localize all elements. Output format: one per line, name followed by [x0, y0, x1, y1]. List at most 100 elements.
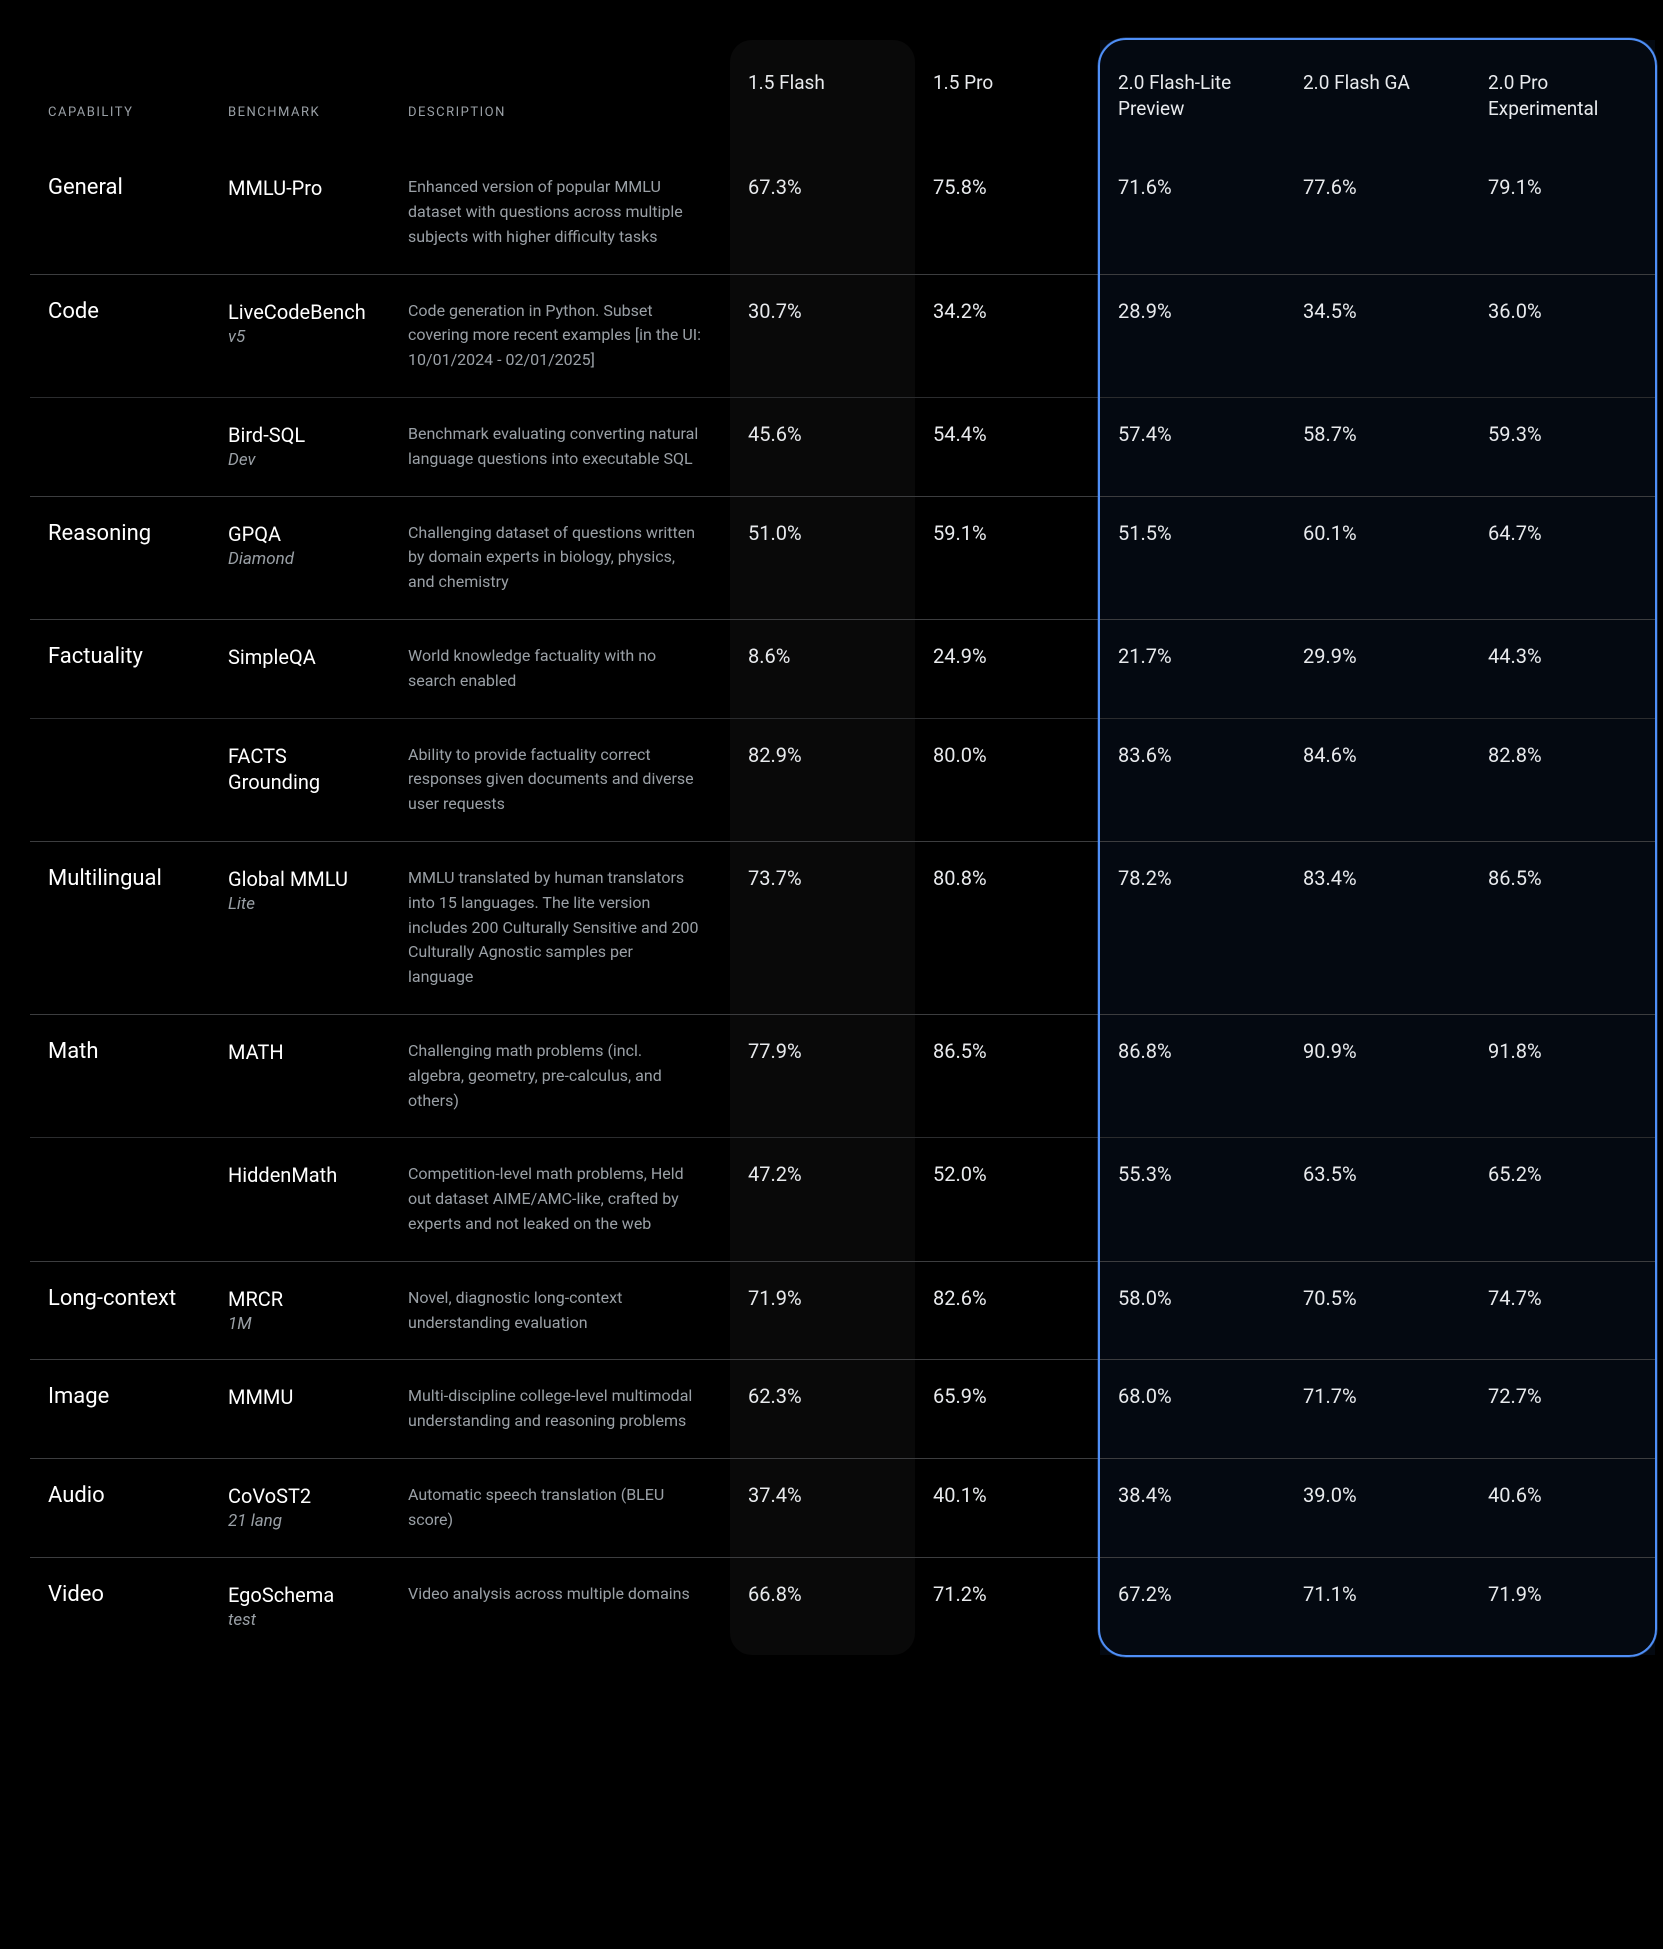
value-cell: 86.5%: [915, 1014, 1100, 1137]
benchmark-sub: v5: [228, 326, 372, 348]
capability-cell: Image: [30, 1359, 210, 1458]
value-cell: 45.6%: [730, 397, 915, 496]
benchmark-name: EgoSchema: [228, 1583, 334, 1607]
description-cell: Competition-level math problems, Held ou…: [390, 1137, 730, 1260]
benchmark-cell: MMLU-Pro: [210, 151, 390, 273]
value-cell: 71.2%: [915, 1557, 1100, 1655]
value-cell: 82.6%: [915, 1261, 1100, 1360]
value-cell: 38.4%: [1100, 1458, 1285, 1557]
value-cell: 82.8%: [1470, 718, 1655, 841]
value-cell: 75.8%: [915, 151, 1100, 273]
benchmark-cell: FACTS Grounding: [210, 718, 390, 841]
table-row: Bird-SQLDevBenchmark evaluating converti…: [30, 397, 1655, 496]
header-capability: CAPABILITY: [30, 40, 210, 151]
value-cell: 59.1%: [915, 496, 1100, 619]
value-cell: 65.2%: [1470, 1137, 1655, 1260]
benchmark-sub: Lite: [228, 893, 372, 915]
header-description: DESCRIPTION: [390, 40, 730, 151]
value-cell: 54.4%: [915, 397, 1100, 496]
value-cell: 58.0%: [1100, 1261, 1285, 1360]
capability-cell: Audio: [30, 1458, 210, 1557]
benchmark-cell: MATH: [210, 1014, 390, 1137]
benchmark-sub: 21 lang: [228, 1510, 372, 1532]
benchmark-cell: MMMU: [210, 1359, 390, 1458]
header-model-1: 1.5 Pro: [915, 40, 1100, 151]
table-row: FactualitySimpleQAWorld knowledge factua…: [30, 619, 1655, 718]
benchmark-name: GPQA: [228, 522, 281, 546]
value-cell: 57.4%: [1100, 397, 1285, 496]
description-cell: Challenging math problems (incl. algebra…: [390, 1014, 730, 1137]
capability-cell: [30, 397, 210, 496]
benchmark-cell: CoVoST221 lang: [210, 1458, 390, 1557]
benchmark-name: MRCR: [228, 1287, 283, 1311]
header-model-4: 2.0 Pro Experimental: [1470, 40, 1655, 151]
value-cell: 82.9%: [730, 718, 915, 841]
value-cell: 34.2%: [915, 274, 1100, 397]
table-row: GeneralMMLU-ProEnhanced version of popul…: [30, 151, 1655, 273]
value-cell: 90.9%: [1285, 1014, 1470, 1137]
value-cell: 83.4%: [1285, 841, 1470, 1014]
value-cell: 80.8%: [915, 841, 1100, 1014]
value-cell: 52.0%: [915, 1137, 1100, 1260]
table-body: GeneralMMLU-ProEnhanced version of popul…: [30, 151, 1655, 1654]
benchmark-name: LiveCodeBench: [228, 300, 366, 324]
value-cell: 40.6%: [1470, 1458, 1655, 1557]
capability-cell: Reasoning: [30, 496, 210, 619]
benchmark-sub: 1M: [228, 1313, 372, 1335]
value-cell: 71.7%: [1285, 1359, 1470, 1458]
header-row: CAPABILITY BENCHMARK DESCRIPTION 1.5 Fla…: [30, 40, 1655, 151]
table-row: VideoEgoSchematestVideo analysis across …: [30, 1557, 1655, 1655]
description-cell: Challenging dataset of questions written…: [390, 496, 730, 619]
value-cell: 39.0%: [1285, 1458, 1470, 1557]
value-cell: 84.6%: [1285, 718, 1470, 841]
value-cell: 73.7%: [730, 841, 915, 1014]
benchmark-cell: MRCR1M: [210, 1261, 390, 1360]
value-cell: 51.5%: [1100, 496, 1285, 619]
capability-cell: Multilingual: [30, 841, 210, 1014]
value-cell: 80.0%: [915, 718, 1100, 841]
benchmark-name: HiddenMath: [228, 1163, 337, 1187]
benchmark-name: FACTS Grounding: [228, 744, 320, 794]
value-cell: 29.9%: [1285, 619, 1470, 718]
benchmark-name: MATH: [228, 1040, 284, 1064]
value-cell: 71.9%: [730, 1261, 915, 1360]
capability-cell: [30, 718, 210, 841]
benchmark-cell: LiveCodeBenchv5: [210, 274, 390, 397]
value-cell: 86.5%: [1470, 841, 1655, 1014]
benchmark-sub: Dev: [228, 449, 372, 471]
benchmark-cell: Global MMLULite: [210, 841, 390, 1014]
value-cell: 77.6%: [1285, 151, 1470, 273]
benchmark-cell: Bird-SQLDev: [210, 397, 390, 496]
value-cell: 37.4%: [730, 1458, 915, 1557]
value-cell: 40.1%: [915, 1458, 1100, 1557]
capability-cell: Factuality: [30, 619, 210, 718]
benchmark-table: CAPABILITY BENCHMARK DESCRIPTION 1.5 Fla…: [30, 40, 1655, 1655]
benchmark-name: Global MMLU: [228, 867, 348, 891]
description-cell: Ability to provide factuality correct re…: [390, 718, 730, 841]
capability-cell: [30, 1137, 210, 1260]
benchmark-name: CoVoST2: [228, 1484, 311, 1508]
capability-cell: General: [30, 151, 210, 273]
table-row: CodeLiveCodeBenchv5Code generation in Py…: [30, 274, 1655, 397]
value-cell: 62.3%: [730, 1359, 915, 1458]
value-cell: 74.7%: [1470, 1261, 1655, 1360]
description-cell: MMLU translated by human translators int…: [390, 841, 730, 1014]
header-model-0: 1.5 Flash: [730, 40, 915, 151]
value-cell: 91.8%: [1470, 1014, 1655, 1137]
value-cell: 71.6%: [1100, 151, 1285, 273]
table-row: HiddenMath Competition-level math problem…: [30, 1137, 1655, 1260]
benchmark-name: MMMU: [228, 1385, 293, 1409]
capability-cell: Code: [30, 274, 210, 397]
value-cell: 58.7%: [1285, 397, 1470, 496]
benchmark-name: Bird-SQL: [228, 423, 305, 447]
description-cell: Multi-discipline college-level multimoda…: [390, 1359, 730, 1458]
value-cell: 86.8%: [1100, 1014, 1285, 1137]
value-cell: 59.3%: [1470, 397, 1655, 496]
description-cell: Benchmark evaluating converting natural …: [390, 397, 730, 496]
value-cell: 60.1%: [1285, 496, 1470, 619]
value-cell: 77.9%: [730, 1014, 915, 1137]
benchmark-cell: EgoSchematest: [210, 1557, 390, 1655]
value-cell: 67.2%: [1100, 1557, 1285, 1655]
table-row: Long-contextMRCR1MNovel, diagnostic long…: [30, 1261, 1655, 1360]
description-cell: World knowledge factuality with no searc…: [390, 619, 730, 718]
